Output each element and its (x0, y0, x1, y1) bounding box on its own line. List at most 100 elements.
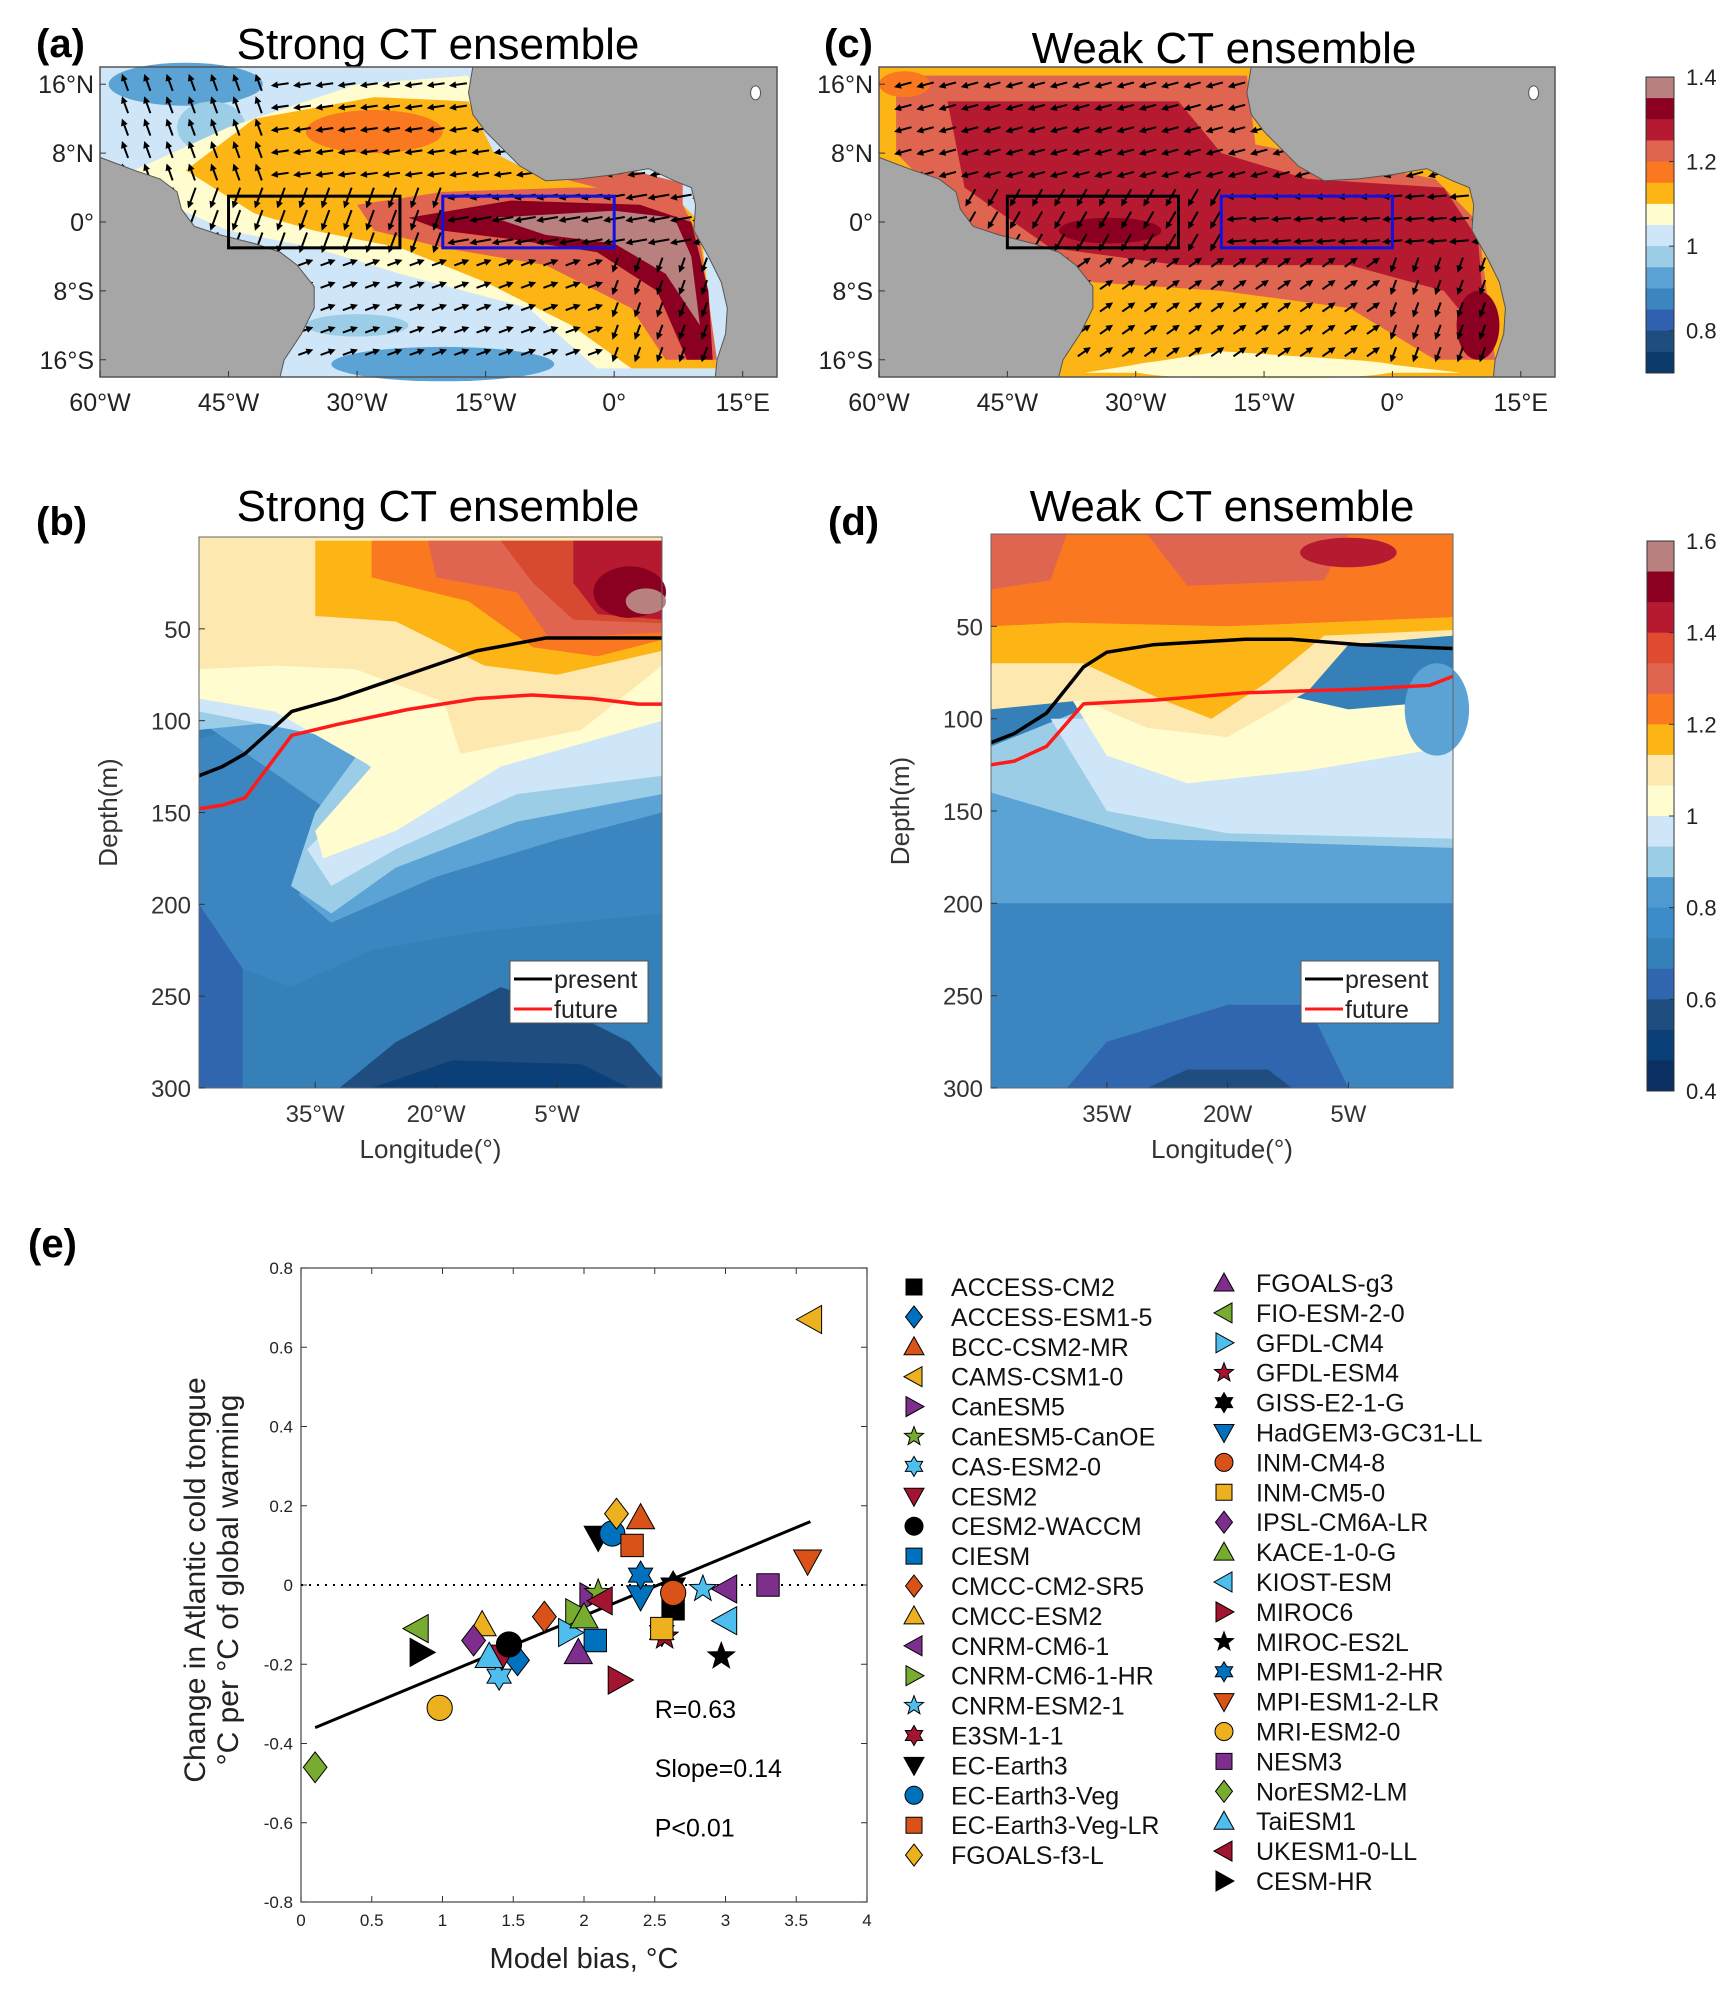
wind-vector-head (1350, 347, 1358, 355)
wind-vector-head (1127, 302, 1136, 310)
stat-annotation: P<0.01 (655, 1815, 735, 1843)
legend-label-future: future (554, 996, 618, 1024)
legend-marker (905, 1547, 923, 1565)
wind-vector-head (305, 259, 314, 266)
data-point (607, 1665, 635, 1695)
wind-vector-head (372, 348, 381, 356)
panel-label-b: (b) (36, 500, 88, 544)
thermocline-line-future (990, 674, 1454, 767)
wind-vector-head (1327, 347, 1336, 355)
wind-vector-head (916, 149, 924, 156)
wind-vector-head (404, 148, 412, 156)
x-tick-label: 45°W (198, 389, 260, 417)
legend-label: MIROC6 (1256, 1599, 1353, 1627)
wind-vector-head (1216, 302, 1225, 310)
wind-vector-head (270, 103, 279, 111)
wind-vector-head (1456, 309, 1464, 318)
legend-label: CAS-ESM2-0 (951, 1453, 1101, 1481)
island (750, 85, 762, 101)
wind-vector-head (1270, 215, 1279, 223)
legend-label: BCC-CSM2-MR (951, 1334, 1129, 1362)
wind-vector-head (1293, 237, 1301, 245)
wind-vector-head (449, 81, 457, 89)
wind-vector-head (611, 332, 619, 340)
wind-vector-head (210, 141, 217, 149)
wind-vector-head (187, 141, 195, 149)
field-contour (371, 1060, 630, 1088)
wind-vector (584, 238, 603, 244)
x-tick-label: 2 (579, 1911, 588, 1930)
colorbar-band (1646, 246, 1674, 268)
wind-vector-head (1434, 287, 1441, 296)
wind-vector-head (1250, 149, 1258, 156)
legend-label: HadGEM3-GC31-LL (1256, 1420, 1483, 1448)
wind-vector-head (1216, 347, 1225, 355)
wind-vector-head (656, 354, 663, 363)
wind-vector-head (359, 126, 368, 134)
region-box-west (1005, 194, 1180, 250)
wind-vector-head (528, 259, 537, 266)
wind-vector-head (1305, 279, 1314, 287)
legend-marker (905, 1278, 923, 1296)
data-point (461, 1624, 487, 1657)
wind-vector-head (1227, 81, 1236, 89)
wind-vector-head (1248, 237, 1256, 245)
wind-vector-head (461, 303, 470, 311)
wind-vector-head (572, 348, 581, 356)
wind-vector-head (1305, 324, 1314, 332)
wind-vector-head (1049, 126, 1058, 134)
wind-vector-head (1337, 215, 1345, 223)
wind-vector-head (1359, 237, 1368, 245)
legend-label: CMCC-CM2-SR5 (951, 1573, 1144, 1601)
wind-vector (411, 232, 420, 250)
wind-vector-head (692, 238, 700, 246)
legend-label: CESM-HR (1256, 1868, 1373, 1896)
wind-vector-head (1072, 104, 1080, 112)
wind-vector-head (1412, 309, 1419, 318)
legend-marker (1213, 1541, 1235, 1561)
field-contour (625, 588, 667, 615)
wind-vector-head (1027, 149, 1036, 156)
wind-vector-head (1426, 237, 1434, 245)
wind-vector-head (1105, 302, 1114, 310)
wind-vector-head (1076, 198, 1084, 207)
wind-vector-head (1149, 302, 1158, 310)
wind-vector-head (1327, 302, 1336, 310)
wind-vector-head (372, 326, 381, 333)
wind-vector-head (209, 222, 217, 231)
wind-vector-head (143, 96, 150, 105)
data-point (795, 1304, 823, 1335)
wind-vector-head (187, 200, 194, 209)
y-tick-label: -0.8 (264, 1893, 293, 1912)
legend-marker (1215, 1601, 1236, 1623)
legend-marker (1214, 1391, 1234, 1414)
colorbar-band (1647, 693, 1674, 725)
field-contour (1404, 663, 1470, 756)
wind-vector-head (983, 81, 991, 89)
wind-vector-head (350, 259, 358, 266)
legend-label: CNRM-ESM2-1 (951, 1693, 1125, 1721)
wind-vector-head (350, 348, 358, 356)
data-point (710, 1574, 738, 1604)
wind-vector-head (327, 348, 336, 356)
wind-vector-head (1350, 257, 1358, 265)
wind-vector-head (447, 238, 455, 246)
x-tick-label: 35°W (286, 1101, 345, 1128)
wind-vector-head (416, 326, 425, 333)
x-tick-label: 1.5 (501, 1911, 525, 1930)
wind-vector-head (506, 259, 514, 266)
colorbar-band (1646, 288, 1674, 311)
legend-label: EC-Earth3-Veg (951, 1782, 1119, 1810)
wind-vector-head (232, 96, 240, 105)
wind-vector-head (1372, 324, 1381, 332)
x-tick-label: 1 (438, 1911, 447, 1930)
colorbar-band (1647, 1029, 1674, 1061)
wind-vector-head (231, 200, 239, 209)
legend-marker (1214, 1510, 1234, 1535)
wind-vector-head (1389, 354, 1397, 363)
wind-vector-head (1261, 347, 1269, 355)
wind-vector-head (1382, 215, 1390, 223)
wind-vector-head (270, 148, 279, 156)
wind-vector-head (656, 309, 663, 318)
field-contour (1066, 1004, 1349, 1088)
